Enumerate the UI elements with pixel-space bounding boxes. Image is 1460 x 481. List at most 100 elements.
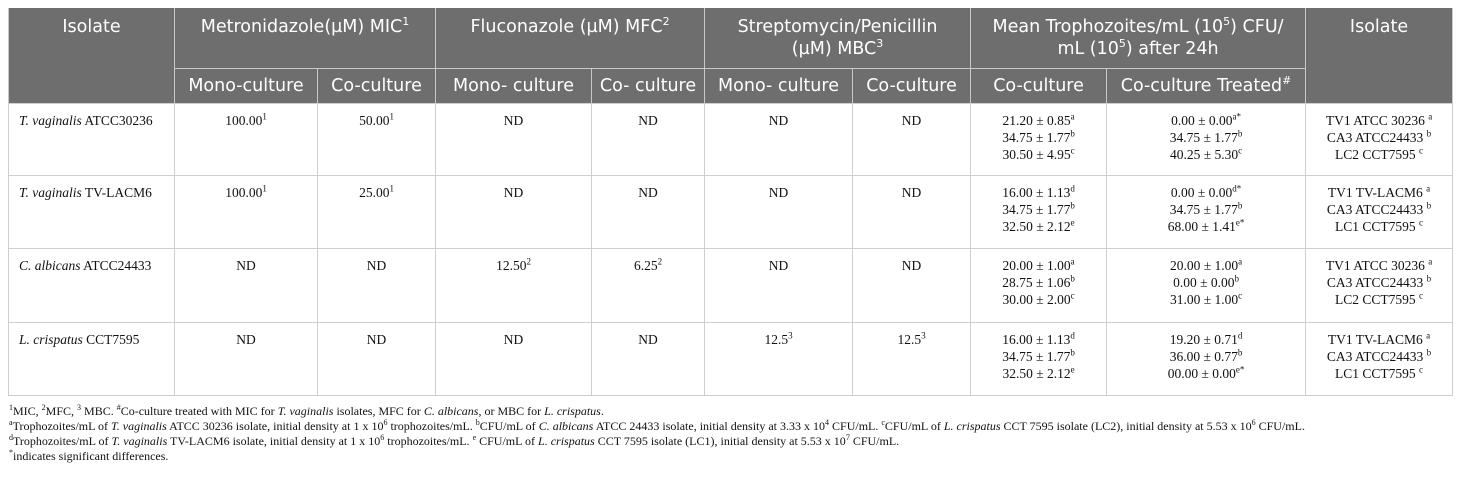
footnote-segment: MFC, bbox=[45, 403, 78, 418]
subheader-flu-mono: Mono- culture bbox=[435, 67, 593, 103]
footnote-segment: e bbox=[472, 432, 477, 442]
co-culture-treated-line: 34.75 ± 1.77b bbox=[1113, 129, 1299, 146]
fluconazole-mono-cell: 12.502 bbox=[435, 247, 593, 323]
co-culture-treated-line: 20.00 ± 1.00a bbox=[1113, 257, 1299, 274]
fluconazole-mono-value: ND bbox=[503, 331, 524, 347]
fluconazole-co-cell: ND bbox=[591, 174, 706, 249]
co-culture-treated-sup: d* bbox=[1232, 183, 1242, 193]
co-culture-sup: b bbox=[1070, 128, 1075, 138]
isolate-list-line: LC1 CCT7595 c bbox=[1312, 365, 1446, 382]
co-culture-treated-value: 20.00 ± 1.00 bbox=[1169, 257, 1239, 273]
streptomycin-mono-value: ND bbox=[768, 257, 789, 273]
streptomycin-mono-cell: ND bbox=[704, 247, 854, 323]
fluconazole-co-cell: ND bbox=[591, 102, 706, 176]
footnote-segment: trophozoites/mL. bbox=[387, 418, 476, 433]
subheader-str-mono: Mono- culture bbox=[704, 67, 854, 103]
isolate-cell: L. crispatus CCT7595 bbox=[8, 321, 175, 396]
streptomycin-mono-value: ND bbox=[768, 184, 789, 200]
co-culture-treated-sup: b bbox=[1237, 347, 1243, 357]
streptomycin-co-sup: 3 bbox=[921, 330, 926, 340]
strain-name: CCT7595 bbox=[82, 331, 140, 347]
subheader-mean-co: Co-culture bbox=[970, 67, 1108, 103]
co-culture-value: 21.20 ± 0.85 bbox=[1002, 112, 1071, 128]
header-isolate-2: Isolate bbox=[1305, 8, 1454, 103]
co-culture-treated-value: 0.00 ± 0.00 bbox=[1173, 274, 1235, 290]
isolate-list-sup: b bbox=[1426, 128, 1432, 138]
species-name: L. crispatus bbox=[19, 331, 83, 347]
isolate-list-line: LC2 CCT7595 c bbox=[1312, 146, 1446, 163]
footnote-segment: C. albicans bbox=[538, 418, 594, 433]
co-culture-treated-line: 31.00 ± 1.00c bbox=[1113, 291, 1299, 308]
co-culture-line: 20.00 ± 1.00a bbox=[977, 257, 1100, 274]
co-culture-treated-line: 00.00 ± 0.00e* bbox=[1113, 365, 1299, 382]
co-culture-treated-sup: e* bbox=[1235, 217, 1245, 227]
co-culture-sup: b bbox=[1070, 273, 1075, 283]
isolate-cell: T. vaginalis ATCC30236 bbox=[8, 102, 175, 176]
co-culture-treated-value: 34.75 ± 1.77 bbox=[1169, 201, 1238, 217]
footnote-segment: ATCC 24433 isolate, initial density at 3… bbox=[593, 418, 826, 433]
co-culture-treated-cell: 0.00 ± 0.00a* 34.75 ± 1.77b 40.25 ± 5.30c bbox=[1106, 102, 1307, 176]
isolate-list-cell: TV1 TV-LACM6 a CA3 ATCC24433 b LC1 CCT7595… bbox=[1305, 321, 1454, 396]
co-culture-treated-line: 0.00 ± 0.00a* bbox=[1113, 112, 1299, 129]
co-culture-sup: e bbox=[1070, 217, 1075, 227]
co-culture-sup: a bbox=[1070, 111, 1075, 121]
metronidazole-co-sup: 1 bbox=[389, 183, 394, 193]
co-culture-value: 34.75 ± 1.77 bbox=[1002, 129, 1071, 145]
footnote-segment: MIC, bbox=[13, 403, 42, 418]
co-culture-sup: c bbox=[1070, 290, 1075, 300]
fluconazole-mono-cell: ND bbox=[435, 321, 593, 396]
co-culture-line: 16.00 ± 1.13d bbox=[977, 331, 1100, 348]
streptomycin-co-value: ND bbox=[901, 257, 922, 273]
subheader-str-co: Co-culture bbox=[852, 67, 972, 103]
co-culture-value: 30.00 ± 2.00 bbox=[1002, 291, 1071, 307]
streptomycin-co-value: ND bbox=[901, 112, 922, 128]
fluconazole-mono-cell: ND bbox=[435, 102, 593, 176]
fluconazole-co-sup: 2 bbox=[657, 256, 663, 266]
footnote-segment: CFU/mL of bbox=[884, 418, 944, 433]
isolate-list-value: CA3 ATCC24433 bbox=[1326, 274, 1427, 290]
streptomycin-mono-sup: 3 bbox=[788, 330, 793, 340]
fluconazole-co-value: ND bbox=[638, 331, 658, 347]
fluconazole-co-cell: ND bbox=[591, 321, 706, 396]
co-culture-treated-value: 68.00 ± 1.41 bbox=[1167, 218, 1236, 234]
isolate-list-line: TV1 TV-LACM6 a bbox=[1312, 331, 1446, 348]
isolate-list-sup: c bbox=[1419, 217, 1424, 227]
footnote-segment: TV-LACM6 isolate, initial density at 1 x… bbox=[167, 433, 381, 448]
co-culture-line: 32.50 ± 2.12e bbox=[977, 365, 1100, 382]
co-culture-value: 34.75 ± 1.77 bbox=[1002, 348, 1071, 364]
streptomycin-co-value: ND bbox=[901, 184, 922, 200]
strain-name: TV-LACM6 bbox=[81, 184, 152, 200]
footnote-segment: isolates, MFC for bbox=[333, 403, 424, 418]
header-fluconazole: Fluconazole (µM) MFC2 bbox=[435, 8, 706, 68]
isolate-list-value: CA3 ATCC24433 bbox=[1326, 201, 1427, 217]
footnote-segment: d bbox=[9, 432, 13, 442]
isolate-list-line: TV1 ATCC 30236 a bbox=[1312, 257, 1446, 274]
co-culture-treated-line: 40.25 ± 5.30c bbox=[1113, 146, 1299, 163]
co-culture-line: 30.00 ± 2.00c bbox=[977, 291, 1100, 308]
isolate-list-value: LC2 CCT7595 bbox=[1335, 291, 1420, 307]
isolate-list-cell: TV1 ATCC 30236 a CA3 ATCC24433 b LC2 CCT75… bbox=[1305, 247, 1454, 323]
footnote-segment: T. vaginalis bbox=[111, 418, 167, 433]
footnote-segment: Trophozoites/mL of bbox=[13, 433, 112, 448]
isolate-list-value: LC1 CCT7595 bbox=[1335, 365, 1420, 381]
co-culture-treated-value: 0.00 ± 0.00 bbox=[1170, 184, 1233, 200]
table-row: T. vaginalis ATCC30236 100.001 50.001 ND ND N… bbox=[8, 102, 1454, 176]
fluconazole-mono-value: ND bbox=[503, 184, 524, 200]
isolate-list-value: CA3 ATCC24433 bbox=[1326, 129, 1427, 145]
co-culture-line: 28.75 ± 1.06b bbox=[977, 274, 1100, 291]
metronidazole-co-cell: ND bbox=[316, 321, 437, 396]
metronidazole-mono-sup: 1 bbox=[262, 111, 267, 121]
isolate-list-sup: b bbox=[1426, 273, 1432, 283]
footnote-segment: 2 bbox=[41, 402, 46, 412]
isolate-list-sup: c bbox=[1419, 364, 1424, 374]
co-culture-treated-value: 34.75 ± 1.77 bbox=[1169, 129, 1238, 145]
metronidazole-co-cell: 50.001 bbox=[316, 102, 437, 176]
metronidazole-mono-cell: 100.001 bbox=[174, 102, 318, 176]
co-culture-treated-value: 0.00 ± 0.00 bbox=[1171, 112, 1233, 128]
fluconazole-mono-value: 12.50 bbox=[496, 257, 527, 273]
strain-name: ATCC30236 bbox=[81, 112, 153, 128]
co-culture-treated-sup: e* bbox=[1235, 364, 1245, 374]
footnote-segment: a bbox=[9, 417, 13, 427]
footnote-segment: CFU/mL of bbox=[479, 418, 539, 433]
co-culture-treated-line: 19.20 ± 0.71d bbox=[1113, 331, 1299, 348]
